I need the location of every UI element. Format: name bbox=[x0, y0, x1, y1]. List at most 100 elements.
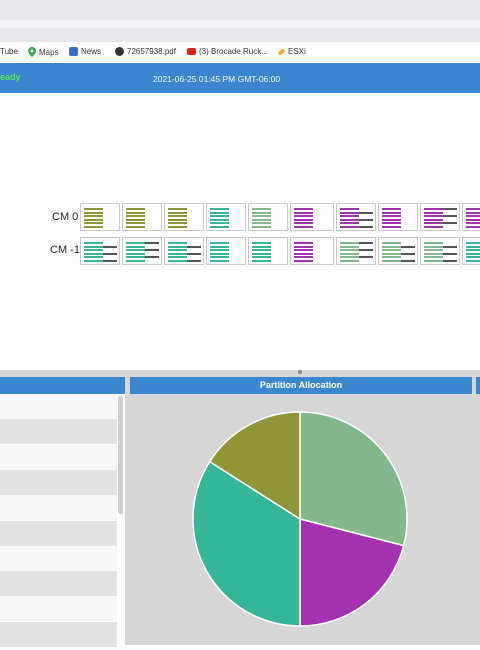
list-row[interactable] bbox=[0, 596, 117, 622]
partition-bar bbox=[168, 245, 187, 248]
partition-bar bbox=[210, 245, 229, 248]
partition-bar bbox=[294, 215, 313, 218]
bookmark-youtube[interactable]: Tube bbox=[0, 47, 18, 56]
partition-allocation-panel bbox=[130, 394, 472, 645]
partition-bar bbox=[382, 218, 401, 221]
partition-cell[interactable] bbox=[420, 237, 460, 265]
partition-bar-used bbox=[443, 252, 457, 255]
youtube-icon bbox=[187, 48, 196, 55]
list-row[interactable] bbox=[0, 394, 117, 419]
right-panel bbox=[476, 394, 480, 645]
bookmark-label: Tube bbox=[0, 47, 18, 56]
globe-icon bbox=[115, 47, 124, 56]
list-row[interactable] bbox=[0, 444, 117, 470]
partition-cell[interactable] bbox=[420, 203, 460, 231]
bookmark-label: News bbox=[81, 47, 102, 56]
partition-bar bbox=[210, 242, 229, 244]
partition-bar bbox=[294, 249, 313, 252]
partition-bar-used bbox=[145, 256, 159, 259]
partition-cell[interactable] bbox=[80, 237, 120, 265]
partition-bar bbox=[210, 218, 229, 221]
partition-bar bbox=[252, 256, 271, 259]
list-row[interactable] bbox=[0, 545, 117, 571]
list-row[interactable] bbox=[0, 571, 117, 597]
partition-cell[interactable] bbox=[336, 237, 376, 265]
bookmark-brocade[interactable]: (3) Brocade Ruck... bbox=[187, 47, 268, 56]
partition-cell[interactable] bbox=[80, 203, 120, 231]
partition-cell[interactable] bbox=[378, 203, 418, 231]
partition-bar bbox=[168, 242, 187, 244]
partition-bar bbox=[168, 218, 187, 221]
resize-handle[interactable] bbox=[298, 370, 302, 374]
partition-bar bbox=[168, 222, 187, 225]
pie-slice[interactable] bbox=[299, 411, 408, 547]
partition-cell[interactable] bbox=[462, 203, 480, 231]
list-row[interactable] bbox=[0, 495, 117, 521]
partition-bar-used bbox=[145, 242, 159, 244]
partition-cell[interactable] bbox=[122, 237, 162, 265]
partition-bar bbox=[210, 256, 229, 259]
partition-bar bbox=[126, 208, 145, 210]
partition-bar bbox=[84, 260, 103, 262]
partition-bar bbox=[210, 208, 229, 210]
partition-cell[interactable] bbox=[462, 237, 480, 265]
list-scrollbar[interactable] bbox=[118, 396, 123, 514]
partition-cell[interactable] bbox=[290, 203, 334, 231]
partition-bar bbox=[126, 249, 145, 252]
partition-bar bbox=[210, 252, 229, 255]
list-row[interactable] bbox=[0, 520, 117, 546]
partition-bar bbox=[466, 218, 480, 221]
partition-bar bbox=[126, 252, 145, 255]
partition-pie-chart bbox=[192, 411, 408, 627]
partition-bar bbox=[252, 242, 271, 244]
partition-allocation-header: Partition Allocation bbox=[130, 377, 472, 394]
partition-bar-used bbox=[359, 211, 373, 214]
partition-cell[interactable] bbox=[248, 237, 288, 265]
partition-bar bbox=[340, 260, 359, 262]
partition-cell[interactable] bbox=[336, 203, 376, 231]
partition-cell[interactable] bbox=[164, 203, 204, 231]
partition-cell[interactable] bbox=[290, 237, 334, 265]
partition-bar bbox=[126, 226, 145, 228]
partition-bar bbox=[424, 245, 443, 248]
partition-bar bbox=[84, 218, 103, 221]
partition-bar bbox=[168, 252, 187, 255]
bookmark-pdf[interactable]: 72657938.pdf bbox=[115, 47, 176, 56]
partition-bar-used bbox=[401, 252, 415, 255]
partition-cell[interactable] bbox=[164, 237, 204, 265]
partition-cell[interactable] bbox=[206, 237, 246, 265]
partition-bar bbox=[466, 211, 480, 214]
browser-chrome bbox=[0, 0, 480, 42]
partition-bar-used bbox=[443, 260, 457, 262]
bookmark-esxi[interactable]: ESXi bbox=[277, 47, 306, 56]
partition-bar bbox=[210, 260, 229, 262]
partition-cell[interactable] bbox=[206, 203, 246, 231]
partition-cell[interactable] bbox=[378, 237, 418, 265]
list-row[interactable] bbox=[0, 419, 117, 445]
bookmark-maps[interactable]: Maps bbox=[28, 47, 59, 57]
partition-bar bbox=[382, 222, 401, 225]
right-panel-header bbox=[476, 377, 480, 394]
pie-slice[interactable] bbox=[299, 518, 405, 627]
partition-bar bbox=[126, 256, 145, 259]
partition-bar bbox=[340, 208, 359, 210]
partition-bar-used bbox=[103, 260, 117, 262]
partition-cell[interactable] bbox=[248, 203, 288, 231]
partition-bar bbox=[168, 260, 187, 262]
partition-bar bbox=[424, 242, 443, 244]
partition-bar bbox=[466, 208, 480, 210]
bookmarks-bar: Tube Maps News 72657938.pdf (3) Brocade … bbox=[0, 42, 480, 64]
partition-bar bbox=[382, 252, 401, 255]
partition-bar bbox=[382, 260, 401, 262]
partition-bar bbox=[252, 215, 271, 218]
bookmark-news[interactable]: News bbox=[69, 47, 101, 56]
partition-bar bbox=[84, 226, 103, 228]
pie-slice[interactable] bbox=[208, 411, 301, 521]
partition-cell[interactable] bbox=[122, 203, 162, 231]
partition-bar bbox=[294, 218, 313, 221]
list-row[interactable] bbox=[0, 621, 117, 647]
partition-bar bbox=[84, 242, 103, 244]
list-row[interactable] bbox=[0, 469, 117, 495]
partition-bar bbox=[294, 252, 313, 255]
partition-bar bbox=[340, 218, 359, 221]
